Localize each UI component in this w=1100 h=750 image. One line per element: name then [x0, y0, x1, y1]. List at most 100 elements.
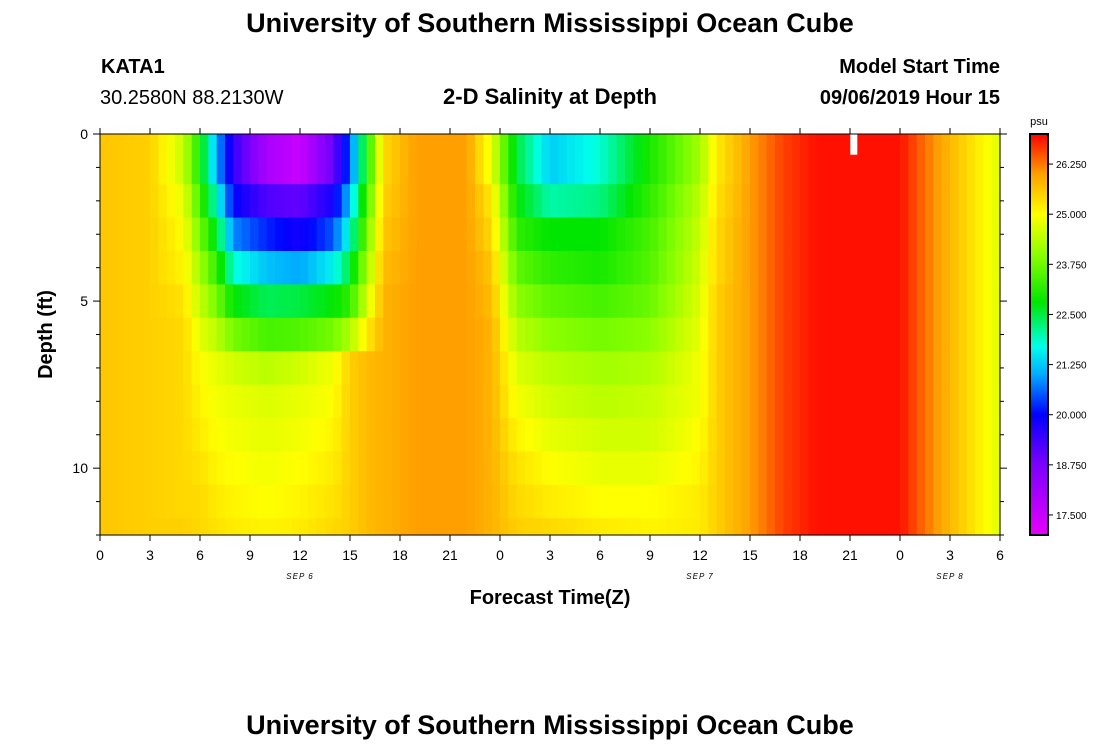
heatmap-cell	[891, 317, 901, 352]
heatmap-cell	[283, 217, 293, 252]
heatmap-cell	[991, 250, 1001, 285]
heatmap-cell	[816, 217, 826, 252]
heatmap-cell	[758, 217, 768, 252]
heatmap-cell	[625, 284, 634, 319]
heatmap-cell	[450, 134, 459, 152]
heatmap-cell	[975, 351, 984, 386]
heatmap-cell	[325, 134, 334, 152]
heatmap-cell	[966, 418, 976, 453]
heatmap-cell	[625, 217, 634, 252]
heatmap-cell	[400, 250, 409, 285]
heatmap-cell	[583, 184, 593, 219]
heatmap-cell	[800, 284, 809, 319]
heatmap-cell	[783, 150, 793, 185]
heatmap-cell	[975, 484, 984, 519]
heatmap-cell	[683, 134, 693, 152]
heatmap-cell	[983, 351, 993, 386]
heatmap-cell	[741, 384, 751, 419]
heatmap-cell	[675, 217, 684, 252]
heatmap-cell	[866, 217, 876, 252]
heatmap-cell	[516, 184, 526, 219]
heatmap-cell	[158, 250, 168, 285]
heatmap-cell	[583, 250, 593, 285]
heatmap-cell	[250, 451, 259, 486]
heatmap-cell	[525, 184, 534, 219]
heatmap-cell	[350, 217, 359, 252]
heatmap-cell	[708, 351, 718, 386]
heatmap-cell	[741, 484, 751, 519]
heatmap-cell	[191, 484, 201, 519]
heatmap-cell	[225, 184, 234, 219]
heatmap-cell	[975, 217, 984, 252]
heatmap-cell	[183, 418, 193, 453]
heatmap-cell	[533, 418, 543, 453]
heatmap-cell	[550, 351, 559, 386]
heatmap-cell	[233, 384, 243, 419]
heatmap-cell	[308, 134, 318, 152]
heatmap-cell	[883, 451, 893, 486]
heatmap-cell	[591, 451, 601, 486]
heatmap-cell	[850, 250, 859, 285]
heatmap-cell	[641, 150, 651, 185]
heatmap-cell	[991, 384, 1001, 419]
heatmap-cell	[391, 250, 401, 285]
heatmap-cell	[716, 351, 726, 386]
heatmap-cell	[533, 217, 543, 252]
heatmap-cell	[500, 418, 509, 453]
heatmap-cell	[266, 418, 276, 453]
heatmap-cell	[225, 134, 234, 152]
heatmap-cell	[191, 317, 201, 352]
heatmap-cell	[608, 451, 618, 486]
heatmap-cell	[383, 150, 393, 185]
heatmap-cell	[875, 217, 884, 252]
heatmap-cell	[616, 217, 626, 252]
heatmap-cell	[758, 134, 768, 152]
heatmap-cell	[333, 418, 343, 453]
heatmap-cell	[950, 134, 959, 152]
heatmap-cell	[341, 351, 351, 386]
heatmap-cell	[108, 484, 118, 519]
heatmap-cell	[491, 418, 501, 453]
heatmap-cell	[400, 317, 409, 352]
heatmap-cell	[266, 150, 276, 185]
heatmap-cell	[616, 484, 626, 519]
heatmap-cell	[100, 184, 109, 219]
heatmap-cell	[450, 351, 459, 386]
heatmap-cell	[866, 250, 876, 285]
heatmap-cell	[991, 217, 1001, 252]
heatmap-cell	[175, 184, 184, 219]
heatmap-cell	[858, 418, 868, 453]
heatmap-cell	[983, 134, 993, 152]
heatmap-cell	[616, 317, 626, 352]
heatmap-cell	[775, 184, 784, 219]
heatmap-cell	[383, 384, 393, 419]
heatmap-cell	[708, 134, 718, 152]
heatmap-cell	[733, 518, 743, 536]
heatmap-cell	[400, 418, 409, 453]
heatmap-cell	[875, 184, 884, 219]
heatmap-cell	[708, 451, 718, 486]
heatmap-cell	[683, 184, 693, 219]
heatmap-cell	[275, 384, 284, 419]
heatmap-cell	[125, 284, 134, 319]
heatmap-cell	[766, 134, 776, 152]
colorbar-tick-label: 25.000	[1056, 210, 1087, 221]
heatmap-cell	[675, 317, 684, 352]
heatmap-cell	[125, 518, 134, 536]
heatmap-cell	[175, 217, 184, 252]
heatmap-cell	[658, 484, 668, 519]
heatmap-cell	[900, 150, 909, 185]
heatmap-cell	[433, 518, 443, 536]
heatmap-cell	[366, 284, 376, 319]
heatmap-cell	[916, 518, 926, 536]
heatmap-cell	[441, 284, 451, 319]
heatmap-cell	[316, 317, 326, 352]
heatmap-cell	[633, 484, 643, 519]
heatmap-cell	[516, 518, 526, 536]
heatmap-cell	[791, 150, 801, 185]
heatmap-cell	[450, 484, 459, 519]
heatmap-cell	[258, 150, 268, 185]
heatmap-cell	[108, 217, 118, 252]
heatmap-cell	[466, 484, 476, 519]
heatmap-cell	[416, 150, 426, 185]
